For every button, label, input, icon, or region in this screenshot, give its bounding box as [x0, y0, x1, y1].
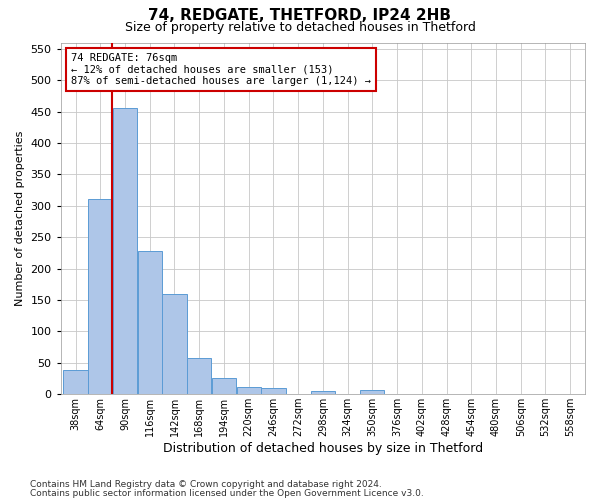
Text: Size of property relative to detached houses in Thetford: Size of property relative to detached ho… [125, 21, 475, 34]
Bar [187, 358, 211, 394]
Bar [137, 251, 162, 394]
Bar [64, 370, 88, 394]
Y-axis label: Number of detached properties: Number of detached properties [15, 130, 25, 306]
Bar [236, 386, 261, 394]
Bar [360, 390, 385, 394]
X-axis label: Distribution of detached houses by size in Thetford: Distribution of detached houses by size … [163, 442, 483, 455]
Text: Contains public sector information licensed under the Open Government Licence v3: Contains public sector information licen… [30, 488, 424, 498]
Bar [88, 199, 112, 394]
Bar [311, 391, 335, 394]
Bar [163, 294, 187, 394]
Text: Contains HM Land Registry data © Crown copyright and database right 2024.: Contains HM Land Registry data © Crown c… [30, 480, 382, 489]
Bar [113, 108, 137, 394]
Bar [261, 388, 286, 394]
Text: 74 REDGATE: 76sqm
← 12% of detached houses are smaller (153)
87% of semi-detache: 74 REDGATE: 76sqm ← 12% of detached hous… [71, 53, 371, 86]
Bar [212, 378, 236, 394]
Text: 74, REDGATE, THETFORD, IP24 2HB: 74, REDGATE, THETFORD, IP24 2HB [149, 8, 452, 22]
